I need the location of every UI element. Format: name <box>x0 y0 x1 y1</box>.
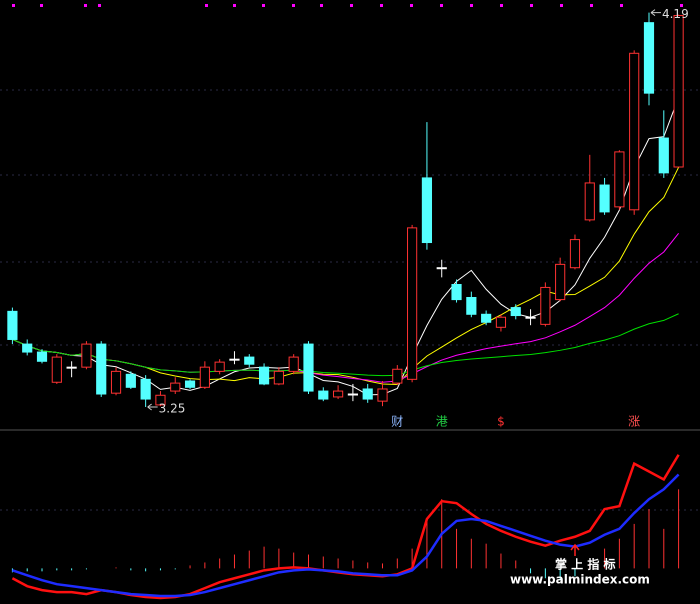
candle-body <box>377 388 388 402</box>
candle-body <box>7 310 18 340</box>
candle-body <box>481 313 492 323</box>
candle-body <box>110 370 122 394</box>
candle-body <box>155 394 166 406</box>
site: www.palmindex.com <box>510 573 650 587</box>
high-arrow <box>650 9 661 16</box>
candle-body <box>66 366 77 369</box>
candle-body <box>273 370 284 385</box>
candle-body <box>466 297 477 315</box>
candle-body <box>451 283 462 301</box>
candle-body <box>96 343 107 395</box>
indicator-line <box>12 473 680 598</box>
candle-body <box>125 373 136 388</box>
candle-body <box>184 380 196 388</box>
event-label: $ <box>497 415 505 429</box>
event-label: 港 <box>436 415 448 429</box>
watermark: 掌 上 指 标 <box>555 557 616 572</box>
event-label: 财 <box>391 415 403 429</box>
candle-body <box>244 356 255 365</box>
candle-body <box>362 388 373 400</box>
top-dots <box>12 4 683 7</box>
candle-body <box>643 22 655 94</box>
candle-body <box>495 316 507 328</box>
candle-body <box>333 390 344 398</box>
candle-body <box>288 356 299 372</box>
candle-body <box>421 177 433 244</box>
candle-body <box>258 366 270 385</box>
candle-body <box>407 227 418 380</box>
candle-body <box>540 286 551 325</box>
candle-body <box>614 151 625 208</box>
candle-body <box>555 263 566 301</box>
low-label: 3.25 <box>159 402 186 416</box>
candle-body <box>199 366 210 388</box>
candle-body <box>629 52 640 211</box>
low-arrow <box>147 403 158 411</box>
ma-line <box>12 313 679 377</box>
candle-body <box>673 15 684 168</box>
grid <box>0 89 700 511</box>
candle-body <box>229 358 240 361</box>
high-label: 4.19 <box>662 7 689 21</box>
candle-body <box>436 267 447 270</box>
candle-body <box>140 378 151 400</box>
candle-body <box>170 382 181 392</box>
candle-body <box>214 361 225 372</box>
candle-body <box>584 182 595 221</box>
candle-body <box>22 343 33 353</box>
candle-body <box>81 343 92 368</box>
candle-body <box>303 343 314 392</box>
ma-line <box>12 97 680 396</box>
watermark-arrow <box>570 543 580 556</box>
candle-body <box>392 368 403 384</box>
candle-body <box>36 351 48 362</box>
candle-body <box>658 137 669 174</box>
ma-line <box>12 167 680 385</box>
candle-body <box>569 239 581 269</box>
candle-body <box>510 307 521 317</box>
candle-body <box>347 393 358 396</box>
candle-body <box>318 390 329 400</box>
candle-body <box>525 316 536 319</box>
event-label: 涨 <box>628 414 640 429</box>
candle-body <box>51 356 62 383</box>
candle-body <box>599 184 610 213</box>
